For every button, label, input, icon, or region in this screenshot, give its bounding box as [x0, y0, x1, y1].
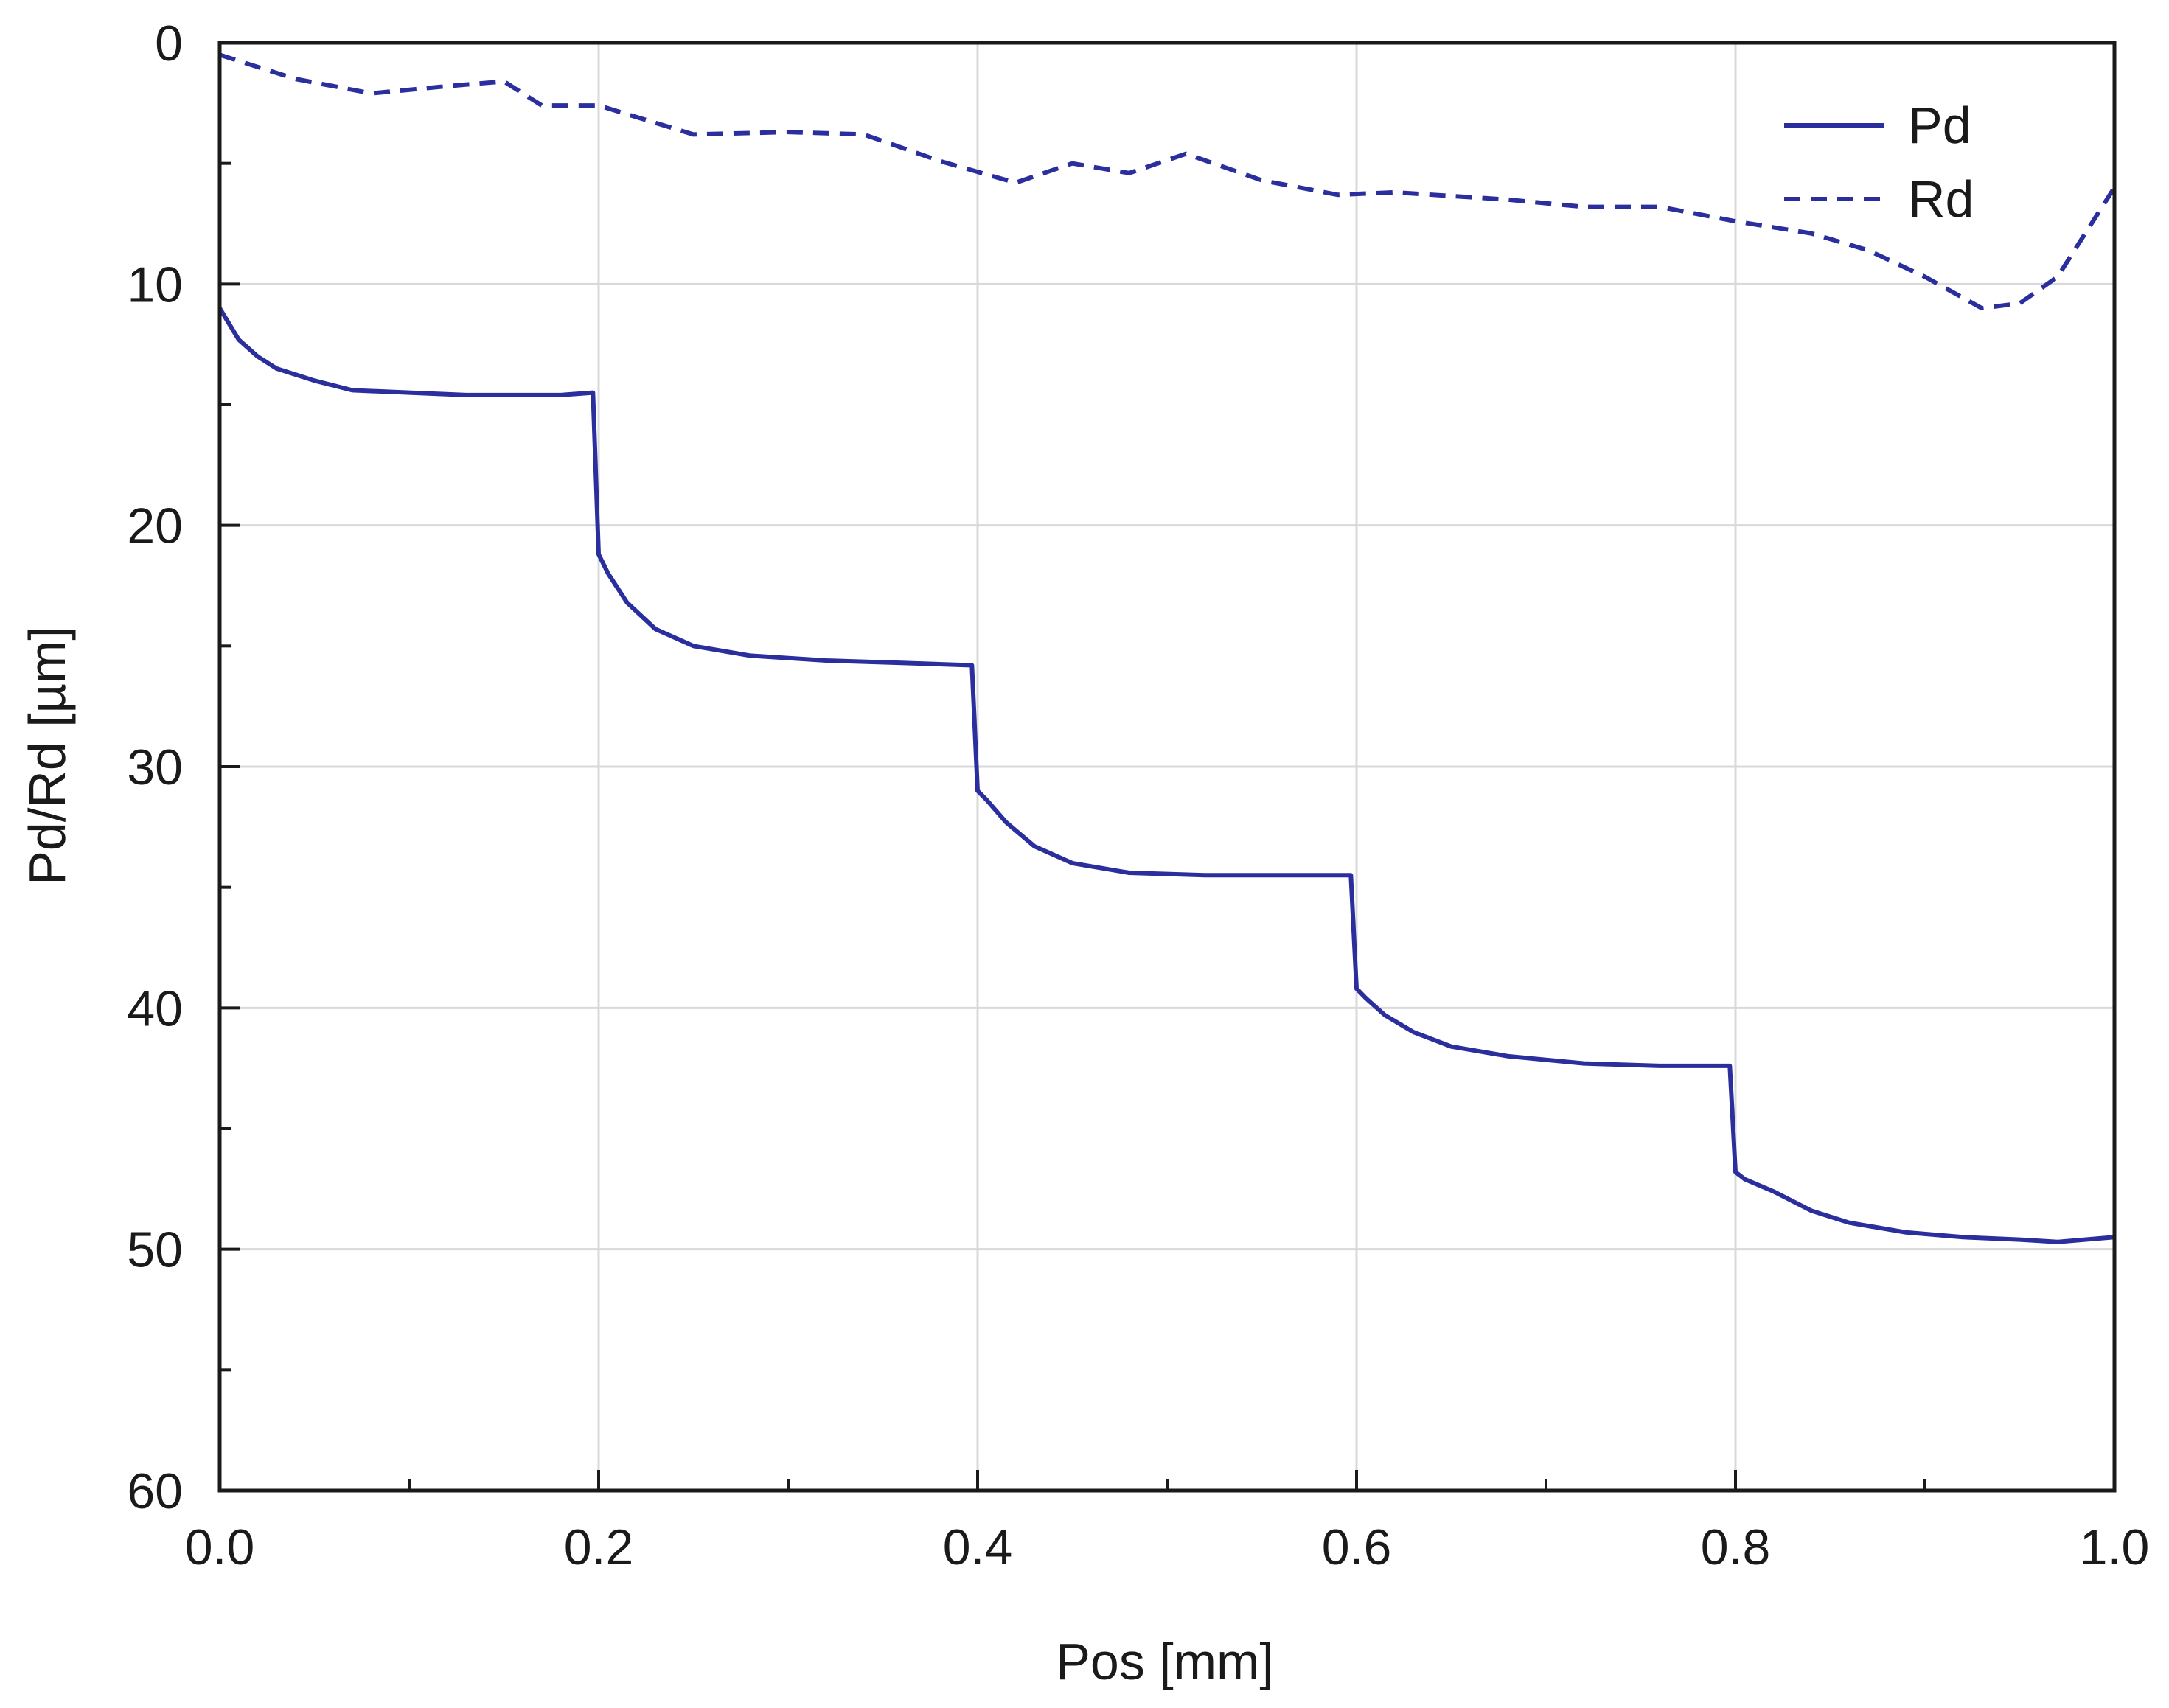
series-line-pd	[217, 307, 2115, 1244]
x-tick-label: 0.0	[185, 1519, 255, 1575]
y-tick-label: 60	[127, 1463, 183, 1519]
y-tick-label: 50	[127, 1222, 183, 1278]
x-tick-label: 0.8	[1701, 1519, 1771, 1575]
y-tick-label: 40	[127, 980, 183, 1036]
y-tick-label: 30	[127, 739, 183, 795]
x-tick-label: 0.4	[943, 1519, 1013, 1575]
x-tick-labels: 0.0 0.2 0.4 0.6 0.8 1.0	[185, 1519, 2150, 1575]
y-tick-label: 0	[155, 15, 183, 72]
series-line-rd	[219, 52, 2117, 311]
legend: Pd Rd	[1784, 97, 1974, 228]
x-tick-label: 0.6	[1322, 1519, 1392, 1575]
y-tick-labels: 0 10 20 30 40 50 60	[127, 15, 183, 1519]
y-axis-title: Pd/Rd [µm]	[18, 626, 76, 885]
y-tick-label: 10	[127, 257, 183, 313]
x-axis-title: Pos [mm]	[1056, 1633, 1274, 1690]
x-tick-label: 0.2	[564, 1519, 634, 1575]
y-tick-label: 20	[127, 498, 183, 554]
legend-label-rd: Rd	[1908, 170, 1974, 228]
x-tick-label: 1.0	[2080, 1519, 2150, 1575]
legend-label-pd: Pd	[1908, 97, 1971, 154]
series-layer	[217, 52, 2117, 1244]
grid-lines	[220, 43, 2114, 1491]
axis-ticks	[218, 41, 2116, 1492]
